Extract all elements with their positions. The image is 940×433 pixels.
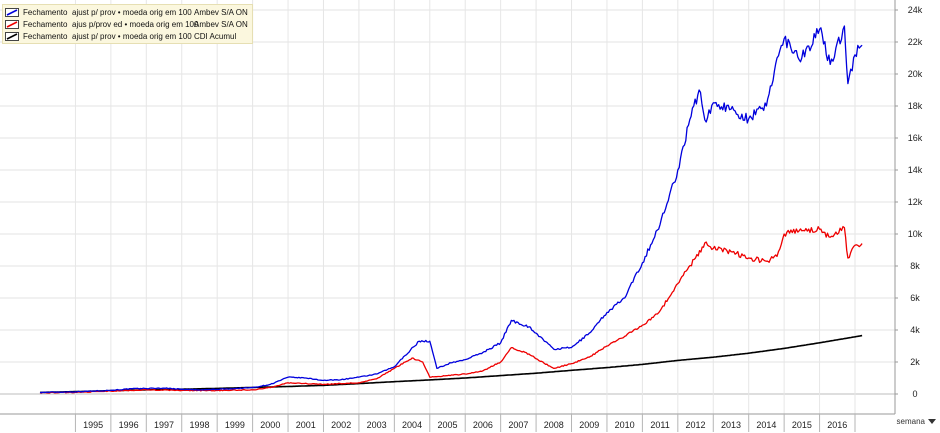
y-tick-label: 16k	[908, 133, 923, 143]
y-tick-label: 2k	[910, 357, 920, 367]
x-tick-label: 2000	[260, 420, 280, 430]
x-tick-label: 1997	[154, 420, 174, 430]
x-tick-label: 2005	[437, 420, 457, 430]
x-tick-label: 1998	[189, 420, 209, 430]
y-tick-label: 8k	[910, 261, 920, 271]
x-tick-label: 2007	[508, 420, 528, 430]
caret-down-icon	[928, 419, 936, 424]
x-tick-label: 2001	[296, 420, 316, 430]
y-axis-ticks: 0 2k 4k 6k 8k 10k 12k 14k 16k 18k 20k 22k 24k	[895, 5, 923, 399]
x-tick-label: 1996	[119, 420, 139, 430]
legend-series-name: Ambev S/A ON	[194, 7, 248, 17]
y-tick-label: 10k	[908, 229, 923, 239]
y-tick-label: 24k	[908, 5, 923, 15]
plot-background	[0, 0, 895, 414]
legend-field: Fechamento	[23, 31, 68, 41]
x-tick-label: 2009	[579, 420, 599, 430]
x-axis-ticks: 1995 1996 1997 1998 1999 2000 2001 2002 2003 2004…	[74, 414, 856, 432]
legend-adjustment: ajust p/ prov • moeda orig em 100	[72, 31, 192, 41]
legend-adjustment: ajust p/ prov • moeda orig em 100	[72, 7, 192, 17]
legend-field: Fechamento	[23, 19, 68, 29]
y-tick-label: 20k	[908, 69, 923, 79]
legend-series-name: Ambev S/A ON	[194, 19, 248, 29]
legend-field: Fechamento	[23, 7, 68, 17]
y-tick-label: 4k	[910, 325, 920, 335]
x-tick-label: 2013	[721, 420, 741, 430]
x-tick-label: 1999	[225, 420, 245, 430]
x-tick-label: 2003	[367, 420, 387, 430]
x-tick-label: 1995	[83, 420, 103, 430]
x-tick-label: 2011	[650, 420, 669, 430]
y-tick-label: 14k	[908, 165, 923, 175]
x-tick-label: 2012	[686, 420, 706, 430]
y-tick-label: 0	[912, 389, 917, 399]
period-selector[interactable]: semana	[897, 417, 936, 426]
line-swatch-icon	[5, 7, 19, 17]
legend-entry[interactable]: Fechamento ajus p/prov ed • moeda orig e…	[5, 18, 248, 30]
x-tick-label: 2004	[402, 420, 422, 430]
vertical-gridlines	[74, 0, 856, 414]
series-line-1	[39, 225, 863, 394]
legend-series-name: CDI Acumul	[194, 31, 237, 41]
line-swatch-icon	[5, 31, 19, 41]
line-swatch-icon	[5, 19, 19, 29]
y-tick-label: 6k	[910, 293, 920, 303]
horizontal-gridlines	[0, 9, 895, 395]
y-tick-label: 12k	[908, 197, 923, 207]
x-tick-label: 2006	[473, 420, 493, 430]
x-tick-label: 2002	[331, 420, 351, 430]
x-tick-label: 2016	[827, 420, 847, 430]
x-tick-label: 2015	[792, 420, 812, 430]
legend-entry[interactable]: Fechamento ajust p/ prov • moeda orig em…	[5, 6, 248, 18]
y-tick-label: 18k	[908, 101, 923, 111]
x-tick-label: 2010	[615, 420, 635, 430]
x-tick-label: 2008	[544, 420, 564, 430]
period-label: semana	[896, 417, 925, 426]
y-tick-label: 22k	[908, 37, 923, 47]
legend-entry[interactable]: Fechamento ajust p/ prov • moeda orig em…	[5, 30, 248, 42]
series-layer	[39, 25, 863, 394]
x-tick-label: 2014	[756, 420, 776, 430]
legend-adjustment: ajus p/prov ed • moeda orig em 100	[72, 19, 199, 29]
legend: Fechamento ajust p/ prov • moeda orig em…	[2, 4, 253, 44]
series-line-0	[39, 25, 863, 394]
